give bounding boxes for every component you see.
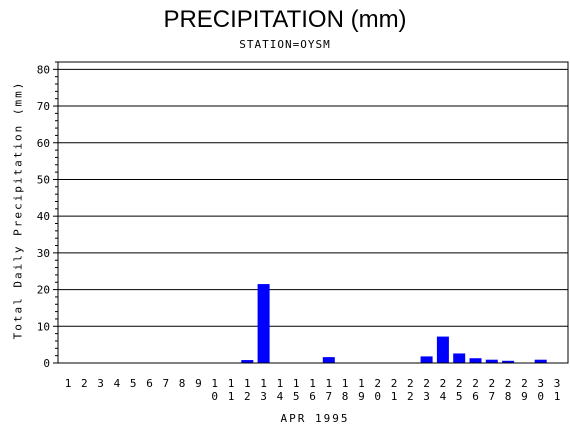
chart-title: PRECIPITATION (mm) bbox=[163, 6, 407, 33]
bar bbox=[420, 356, 433, 363]
x-tick-label: 4 bbox=[277, 390, 284, 403]
x-tick-label: 3 bbox=[537, 377, 544, 390]
x-tick-label: 1 bbox=[277, 377, 284, 390]
bar bbox=[502, 360, 515, 363]
x-ticks: 1 2 3 4 5 6 7 8 9 1011121314151617181920212223242… bbox=[65, 377, 561, 403]
x-tick-label: 0 bbox=[374, 390, 381, 403]
x-tick-label: 7 bbox=[325, 390, 332, 403]
x-tick-label: 8 bbox=[505, 390, 512, 403]
x-tick-label: 1 bbox=[358, 377, 365, 390]
y-tick-label: 60 bbox=[37, 137, 50, 150]
x-tick-label: 2 bbox=[423, 377, 430, 390]
x-tick-label: 5 bbox=[130, 377, 137, 390]
x-tick-label: 6 bbox=[472, 390, 479, 403]
x-tick-label: 9 bbox=[358, 390, 365, 403]
x-tick-label: 1 bbox=[391, 390, 398, 403]
x-tick-label: 5 bbox=[456, 390, 463, 403]
x-tick-label: 2 bbox=[81, 377, 88, 390]
x-tick-label: 3 bbox=[423, 390, 430, 403]
x-tick-label: 2 bbox=[407, 377, 414, 390]
bar bbox=[241, 360, 254, 363]
y-tick-label: 30 bbox=[37, 247, 50, 260]
x-tick-label: 2 bbox=[472, 377, 479, 390]
x-tick-label: 3 bbox=[260, 390, 267, 403]
y-tick-label: 40 bbox=[37, 210, 50, 223]
x-tick-label: 8 bbox=[179, 377, 186, 390]
y-tick-label: 50 bbox=[37, 173, 50, 186]
x-tick-label: 8 bbox=[342, 390, 349, 403]
x-tick-label: 3 bbox=[97, 377, 104, 390]
bar bbox=[485, 359, 498, 363]
bar bbox=[257, 284, 270, 363]
x-tick-label: 5 bbox=[293, 390, 300, 403]
x-tick-label: 0 bbox=[537, 390, 544, 403]
x-tick-label: 2 bbox=[407, 390, 414, 403]
x-tick-label: 7 bbox=[488, 390, 495, 403]
bar bbox=[469, 358, 482, 363]
x-tick-label: 2 bbox=[521, 377, 528, 390]
x-tick-label: 1 bbox=[211, 377, 218, 390]
x-tick-label: 4 bbox=[440, 390, 447, 403]
x-tick-label: 2 bbox=[391, 377, 398, 390]
x-tick-label: 0 bbox=[211, 390, 218, 403]
x-tick-label: 7 bbox=[162, 377, 169, 390]
y-tick-label: 70 bbox=[37, 100, 50, 113]
x-tick-label: 1 bbox=[228, 390, 235, 403]
bar bbox=[453, 353, 466, 363]
bar bbox=[436, 336, 449, 363]
x-tick-label: 1 bbox=[228, 377, 235, 390]
x-tick-label: 1 bbox=[554, 390, 561, 403]
bars bbox=[241, 284, 547, 363]
plot-frame bbox=[57, 61, 569, 364]
x-tick-label: 9 bbox=[521, 390, 528, 403]
x-tick-label: 2 bbox=[456, 377, 463, 390]
x-tick-label: 6 bbox=[146, 377, 153, 390]
y-tick-label: 10 bbox=[37, 320, 50, 333]
x-tick-label: 1 bbox=[293, 377, 300, 390]
x-tick-label: 4 bbox=[114, 377, 121, 390]
x-tick-label: 1 bbox=[342, 377, 349, 390]
x-tick-label: 2 bbox=[374, 377, 381, 390]
x-tick-label: 9 bbox=[195, 377, 202, 390]
y-tick-label: 20 bbox=[37, 284, 50, 297]
bar bbox=[534, 359, 547, 363]
x-tick-label: 1 bbox=[260, 377, 267, 390]
y-tick-label: 80 bbox=[37, 63, 50, 76]
x-tick-label: 1 bbox=[309, 377, 316, 390]
x-tick-label: 2 bbox=[440, 377, 447, 390]
x-tick-label: 2 bbox=[505, 377, 512, 390]
x-tick-label: 1 bbox=[65, 377, 72, 390]
y-tick-label: 0 bbox=[43, 357, 50, 370]
y-ticks: 0 10 20 30 40 50 60 70 80 bbox=[37, 61, 58, 370]
x-tick-label: 2 bbox=[488, 377, 495, 390]
x-tick-label: 1 bbox=[325, 377, 332, 390]
x-tick-label: 2 bbox=[244, 390, 251, 403]
x-tick-label: 3 bbox=[554, 377, 561, 390]
x-tick-label: 1 bbox=[244, 377, 251, 390]
x-tick-label: 6 bbox=[309, 390, 316, 403]
bar bbox=[322, 357, 335, 363]
x-axis-label: APR 1995 bbox=[280, 412, 350, 425]
grid-lines bbox=[58, 68, 568, 327]
chart-subtitle: STATION=OYSM bbox=[239, 38, 331, 51]
